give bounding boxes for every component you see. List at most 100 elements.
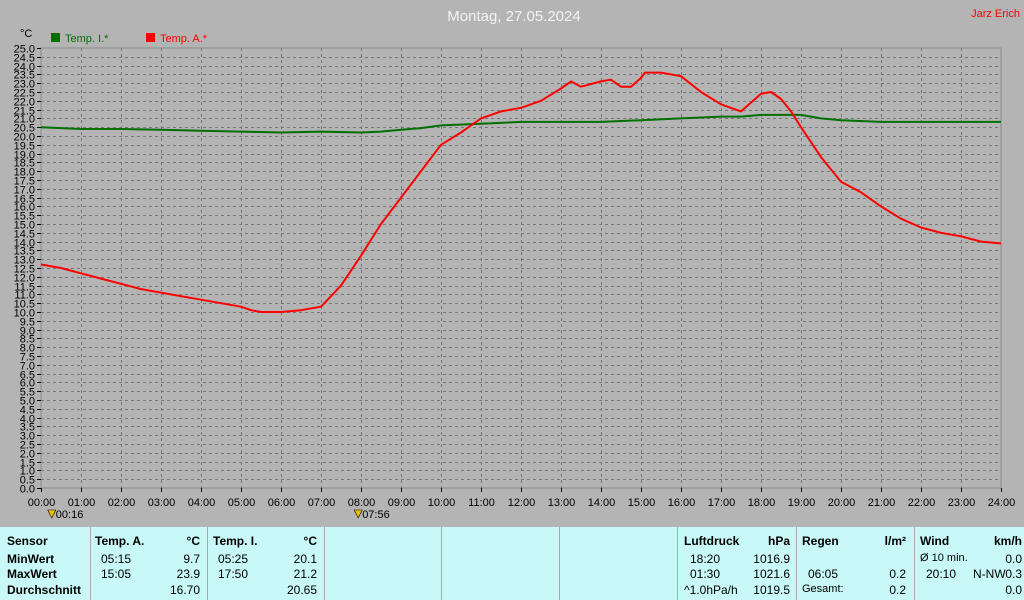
rain-value: 0.2 (889, 567, 906, 581)
x-tick-label: 05:00 (228, 497, 256, 509)
legend: Temp. I.* Temp. A.* (51, 33, 208, 45)
y-tick-label: 13.0 (14, 255, 35, 267)
y-tick-label: 20.0 (14, 132, 35, 144)
y-tick-label: 5.0 (20, 396, 35, 408)
sensor-header: Sensor (7, 534, 48, 548)
rain-total-label: Gesamt: (802, 583, 844, 595)
sun-marker-icon (353, 509, 363, 519)
wind-header: Wind (920, 534, 950, 548)
wind-unit: km/h (993, 534, 1022, 548)
x-tick-label: 03:00 (148, 497, 176, 509)
y-tick-label: 1.0 (20, 466, 35, 478)
temp-i-min-value: 20.1 (293, 552, 317, 566)
y-tick-label: 11.5 (14, 282, 35, 294)
y-tick-label: 17.0 (14, 185, 35, 197)
y-tick-label: 22.0 (14, 97, 35, 109)
series-lines (40, 71, 1002, 313)
y-tick-label: 13.5 (14, 246, 35, 258)
temp-a-min-value: 9.7 (183, 552, 200, 566)
y-tick-label: 8.5 (20, 334, 35, 346)
x-tick-label: 17:00 (708, 497, 736, 509)
temperature-chart: Montag, 27.05.2024 Jarz Erich °C Temp. I… (14, 8, 1020, 521)
y-tick-label: 23.0 (14, 79, 35, 91)
y-tick-label: 14.0 (14, 238, 35, 250)
x-tick-label: 19:00 (788, 497, 816, 509)
y-tick-label: 20.5 (14, 123, 35, 135)
wind-avg-value: 0.0 (1005, 552, 1022, 566)
x-tick-label: 18:00 (748, 497, 776, 509)
rain-time: 06:05 (808, 567, 839, 581)
durchschnitt-label: Durchschnitt (7, 583, 82, 597)
y-tick-label: 2.0 (20, 449, 35, 461)
x-tick-label: 08:00 (348, 497, 376, 509)
y-tick-label: 9.0 (20, 326, 35, 338)
y-tick-label: 15.5 (14, 211, 35, 223)
chart-title: Montag, 27.05.2024 (447, 8, 580, 25)
pressure-trend-value: 1019.5 (753, 583, 790, 597)
rain-total-value: 0.2 (889, 583, 906, 597)
y-tick-label: 0.0 (20, 484, 35, 496)
y-tick-label: 1.5 (20, 458, 35, 470)
y-axis-unit: °C (20, 28, 32, 40)
temp-a-unit: °C (186, 534, 200, 548)
wind-last-value: 0.0 (1005, 583, 1022, 597)
temp-a-min-time: 05:15 (101, 552, 132, 566)
y-tick-label: 9.5 (20, 317, 35, 329)
y-tick-label: 0.5 (20, 475, 35, 487)
temp-i-min-time: 05:25 (218, 552, 249, 566)
y-tick-label: 21.0 (14, 114, 35, 126)
legend-swatch-temp-i (51, 33, 60, 42)
y-tick-label: 24.0 (14, 62, 35, 74)
author-label: Jarz Erich (971, 8, 1020, 20)
x-tick-label: 09:00 (388, 497, 416, 509)
rain-unit: l/m² (884, 534, 906, 548)
maxwert-label: MaxWert (7, 567, 57, 581)
y-tick-label: 2.5 (20, 440, 35, 452)
y-tick-label: 11.0 (14, 290, 35, 302)
series-line-temp-i (40, 113, 1001, 134)
x-tick-label: 04:00 (188, 497, 216, 509)
y-tick-label: 12.0 (14, 273, 35, 285)
wind-avg-label: Ø 10 min. (920, 552, 968, 564)
y-tick-label: 10.5 (14, 299, 35, 311)
y-tick-label: 8.0 (20, 343, 35, 355)
pressure-max-time: 01:30 (690, 567, 721, 581)
y-tick-label: 22.5 (14, 88, 35, 100)
y-tick-label: 18.5 (14, 158, 35, 170)
y-tick-label: 17.5 (14, 176, 35, 188)
y-tick-label: 4.5 (20, 405, 35, 417)
y-tick-label: 23.5 (14, 70, 35, 82)
x-tick-label: 00:00 (28, 497, 56, 509)
pressure-unit: hPa (767, 534, 790, 548)
sun-marker-label: 07:56 (362, 509, 390, 521)
pressure-min-value: 1016.9 (753, 552, 790, 566)
x-tick-label: 10:00 (428, 497, 456, 509)
y-tick-label: 12.5 (14, 264, 35, 276)
x-tick-label: 21:00 (868, 497, 896, 509)
y-tick-label: 7.5 (20, 352, 35, 364)
minwert-label: MinWert (7, 552, 55, 566)
wind-max-direction: N-NW (973, 567, 1006, 581)
y-tick-label: 10.0 (14, 308, 35, 320)
x-tick-label: 07:00 (308, 497, 336, 509)
x-tick-label: 24:00 (988, 497, 1016, 509)
y-tick-label: 16.5 (14, 194, 35, 206)
pressure-header: Luftdruck (684, 534, 740, 548)
y-tick-label: 14.5 (14, 229, 35, 241)
x-tick-label: 22:00 (908, 497, 936, 509)
y-tick-label: 15.0 (14, 220, 35, 232)
temp-i-header: Temp. I. (213, 534, 258, 548)
y-tick-label: 21.5 (14, 106, 35, 118)
y-tick-label: 19.5 (14, 141, 35, 153)
temp-a-max-value: 23.9 (176, 567, 200, 581)
legend-swatch-temp-a (146, 33, 155, 42)
series-line-temp-a (40, 71, 1002, 313)
temp-i-max-value: 21.2 (293, 567, 317, 581)
temp-i-unit: °C (303, 534, 317, 548)
y-tick-label: 7.0 (20, 361, 35, 373)
x-tick-label: 16:00 (668, 497, 696, 509)
statistics-table: Sensor MinWert MaxWert Durchschnitt Temp… (0, 527, 1024, 600)
y-tick-label: 6.5 (20, 370, 35, 382)
legend-label-temp-a: Temp. A.* (160, 33, 208, 45)
y-tick-label: 3.5 (20, 422, 35, 434)
